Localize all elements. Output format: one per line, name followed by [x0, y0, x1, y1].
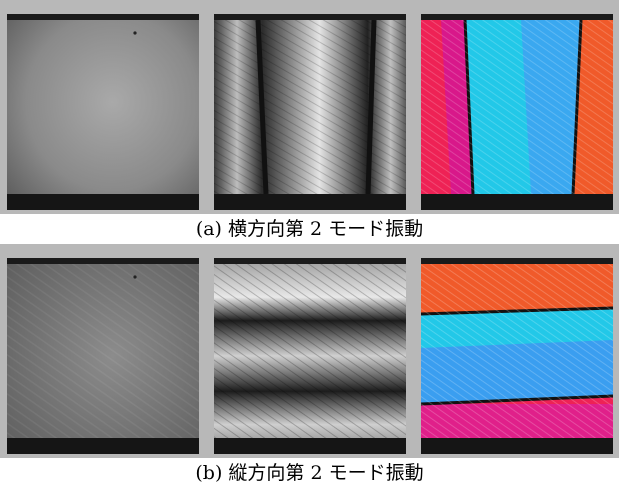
caption-b: (b) 縦方向第 2 モード振動	[195, 462, 424, 484]
caption-a: (a) 横方向第 2 モード振動	[195, 218, 424, 240]
photo-b-intensity	[7, 258, 199, 454]
photo-a-intensity	[7, 14, 199, 210]
figure-row-a	[0, 0, 619, 214]
photo-a-magnitude	[214, 14, 406, 210]
photo-b-magnitude	[214, 258, 406, 454]
photo-a-phase	[421, 14, 613, 210]
figure-row-b	[0, 244, 619, 458]
photo-b-phase	[421, 258, 613, 454]
